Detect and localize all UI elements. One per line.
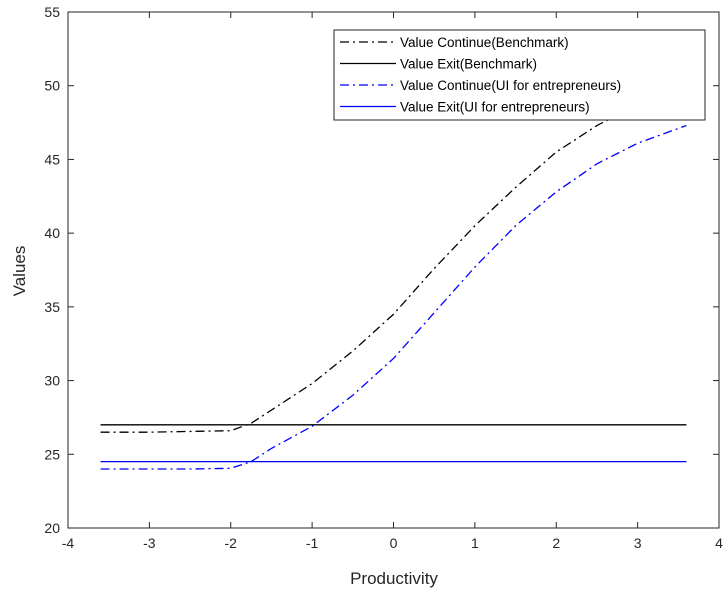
x-tick-label-2: -2 bbox=[225, 535, 238, 551]
y-axis-label: Values bbox=[10, 246, 29, 297]
legend-box bbox=[333, 29, 706, 121]
legend: Value Continue(Benchmark) Value Exit(Benc… bbox=[333, 29, 706, 121]
x-tick-label-4: 0 bbox=[390, 535, 398, 551]
y-tick-label-5: 45 bbox=[44, 151, 60, 167]
x-tick-label-3: -1 bbox=[306, 535, 319, 551]
x-tick-label-1: -3 bbox=[143, 535, 156, 551]
series-layer bbox=[100, 92, 687, 470]
x-axis-label: Productivity bbox=[350, 569, 438, 588]
axes-layer: -4 -3 -2 -1 0 1 2 3 4 20 25 30 35 40 45 50 55 bbox=[44, 4, 723, 551]
y-tick-label-4: 40 bbox=[44, 225, 60, 241]
x-tick-label-6: 2 bbox=[552, 535, 560, 551]
x-tick-label-5: 1 bbox=[471, 535, 479, 551]
y-tick-label-7: 55 bbox=[44, 4, 60, 20]
y-tick-label-6: 50 bbox=[44, 78, 60, 94]
series-line-0 bbox=[100, 92, 687, 433]
x-tick-label-7: 3 bbox=[634, 535, 642, 551]
legend-label-0: Value Continue(Benchmark) bbox=[400, 35, 569, 50]
legend-label-2: Value Continue(UI for entrepreneurs) bbox=[400, 78, 621, 93]
x-tick-label-0: -4 bbox=[62, 535, 75, 551]
y-tick-label-3: 35 bbox=[44, 299, 60, 315]
y-tick-label-0: 20 bbox=[44, 520, 60, 536]
x-tick-label-8: 4 bbox=[715, 535, 723, 551]
legend-label-1: Value Exit(Benchmark) bbox=[400, 57, 537, 72]
y-tick-label-1: 25 bbox=[44, 446, 60, 462]
series-line-2 bbox=[100, 124, 687, 470]
legend-label-3: Value Exit(UI for entrepreneurs) bbox=[400, 100, 590, 115]
y-tick-label-2: 30 bbox=[44, 373, 60, 389]
